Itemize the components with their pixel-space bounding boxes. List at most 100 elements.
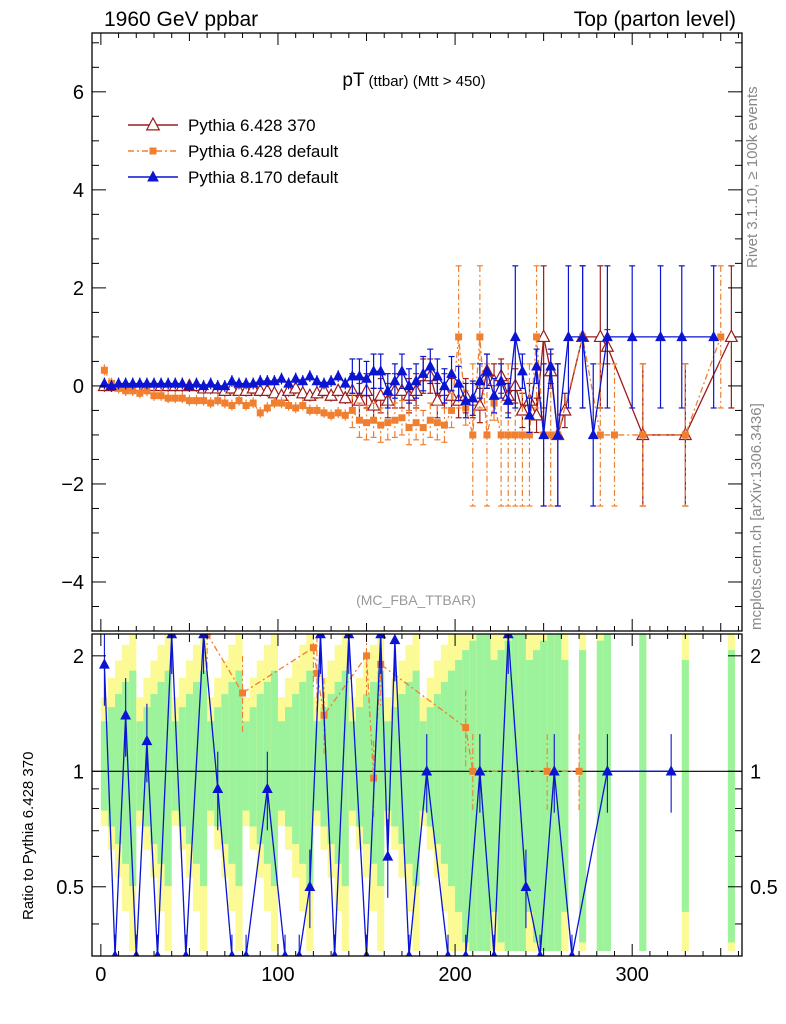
point-marker: [242, 402, 250, 410]
point-marker: [469, 431, 477, 439]
point-marker: [317, 383, 331, 396]
point-marker: [136, 389, 144, 397]
ratio-point-marker: [444, 950, 452, 956]
legend-label: Pythia 6.428 default: [188, 142, 339, 161]
point-marker: [538, 428, 550, 440]
point-marker: [433, 419, 441, 427]
point-marker: [424, 360, 436, 371]
point-marker: [375, 365, 387, 376]
ratio-band-green: [157, 681, 165, 864]
point-marker: [122, 387, 130, 395]
point-marker: [596, 431, 604, 439]
y-tick-label: −4: [61, 572, 84, 594]
ratio-series: [92, 634, 742, 956]
point-marker: [157, 392, 165, 400]
ratio-point-marker: [228, 950, 236, 956]
point-marker: [529, 407, 544, 421]
point-marker: [339, 377, 351, 388]
ratio-frame: [91, 633, 743, 957]
point-marker: [398, 414, 406, 422]
point-marker: [426, 416, 434, 424]
ratio-point-marker: [474, 765, 486, 776]
point-marker: [249, 399, 257, 407]
main-frame: [91, 32, 743, 632]
point-marker: [405, 424, 413, 432]
header-left: 1960 GeV ppbar: [104, 8, 259, 31]
point-marker: [525, 431, 533, 439]
point-marker: [256, 409, 264, 417]
point-marker: [419, 424, 427, 432]
ratio-y-tick-label: 2: [73, 646, 84, 668]
ratio-point-marker: [601, 765, 613, 776]
point-marker: [155, 377, 167, 388]
ratio-point-marker: [370, 774, 378, 782]
point-marker: [341, 411, 349, 419]
ratio-band-green: [579, 650, 587, 943]
ratio-band-green: [362, 694, 371, 845]
point-marker: [254, 375, 266, 386]
main-series: [97, 265, 739, 507]
ratio-point-marker: [462, 950, 469, 956]
ratio-point-marker: [198, 634, 209, 639]
ratio-band-green: [639, 634, 647, 952]
point-marker: [453, 377, 465, 388]
point-marker: [299, 402, 307, 410]
point-marker: [552, 428, 564, 440]
point-marker: [439, 379, 450, 391]
point-marker: [331, 383, 346, 396]
point-marker: [327, 411, 335, 419]
ratio-point-marker: [331, 950, 338, 956]
point-marker: [587, 428, 599, 440]
ratio-y-tick-label: 0.5: [56, 877, 84, 899]
legend: Pythia 6.428 370 Pythia 6.428 default Pyth…: [128, 116, 339, 187]
point-marker: [292, 404, 300, 412]
point-marker: [120, 377, 132, 388]
point-marker: [113, 377, 124, 388]
ratio-band-green: [525, 660, 534, 912]
ratio-band-green: [313, 721, 321, 811]
ratio-band-green: [490, 660, 498, 912]
point-marker: [295, 385, 310, 399]
ratio-y-tick-label: 1: [750, 761, 761, 783]
ratio-point-marker: [154, 950, 161, 956]
point-marker: [276, 372, 287, 383]
point-marker: [610, 431, 618, 439]
ratio-point-marker: [536, 950, 544, 956]
point-marker: [681, 431, 689, 439]
point-marker: [355, 416, 363, 424]
ratio-y-tick-label: 2: [750, 646, 761, 668]
point-marker: [338, 390, 353, 404]
ratio-point-marker: [405, 950, 413, 956]
ratio-point-marker: [543, 767, 551, 775]
ratio-point-marker: [212, 782, 224, 794]
point-marker: [724, 329, 739, 343]
ratio-band-green: [122, 681, 130, 864]
ratio-point-marker: [665, 765, 677, 776]
ratio-band-green: [256, 694, 264, 845]
point-marker: [176, 377, 188, 388]
ratio-band-green: [355, 707, 363, 827]
ratio-band-green: [320, 707, 328, 827]
point-marker: [577, 330, 588, 342]
point-marker: [143, 387, 151, 395]
ratio-point-marker: [548, 765, 560, 776]
point-marker: [547, 431, 555, 439]
ratio-point-marker: [313, 669, 321, 677]
ratio-band-green: [228, 681, 236, 864]
point-marker: [676, 330, 688, 342]
ratio-point-marker: [575, 767, 583, 775]
ratio-band-green: [518, 634, 526, 952]
y-tick-label: 6: [73, 82, 84, 104]
ratio-band-green: [561, 660, 569, 912]
point-marker: [431, 370, 443, 381]
point-marker: [497, 431, 505, 439]
ratio-band-green: [136, 721, 144, 811]
ratio-band-green: [483, 634, 491, 952]
ratio-band-green: [277, 721, 286, 811]
ratio-band-green: [171, 721, 179, 811]
ratio-band-green: [377, 670, 385, 887]
ratio-band-green: [306, 670, 314, 887]
legend-marker: [149, 147, 157, 155]
point-marker: [332, 370, 344, 381]
point-marker: [361, 372, 372, 383]
